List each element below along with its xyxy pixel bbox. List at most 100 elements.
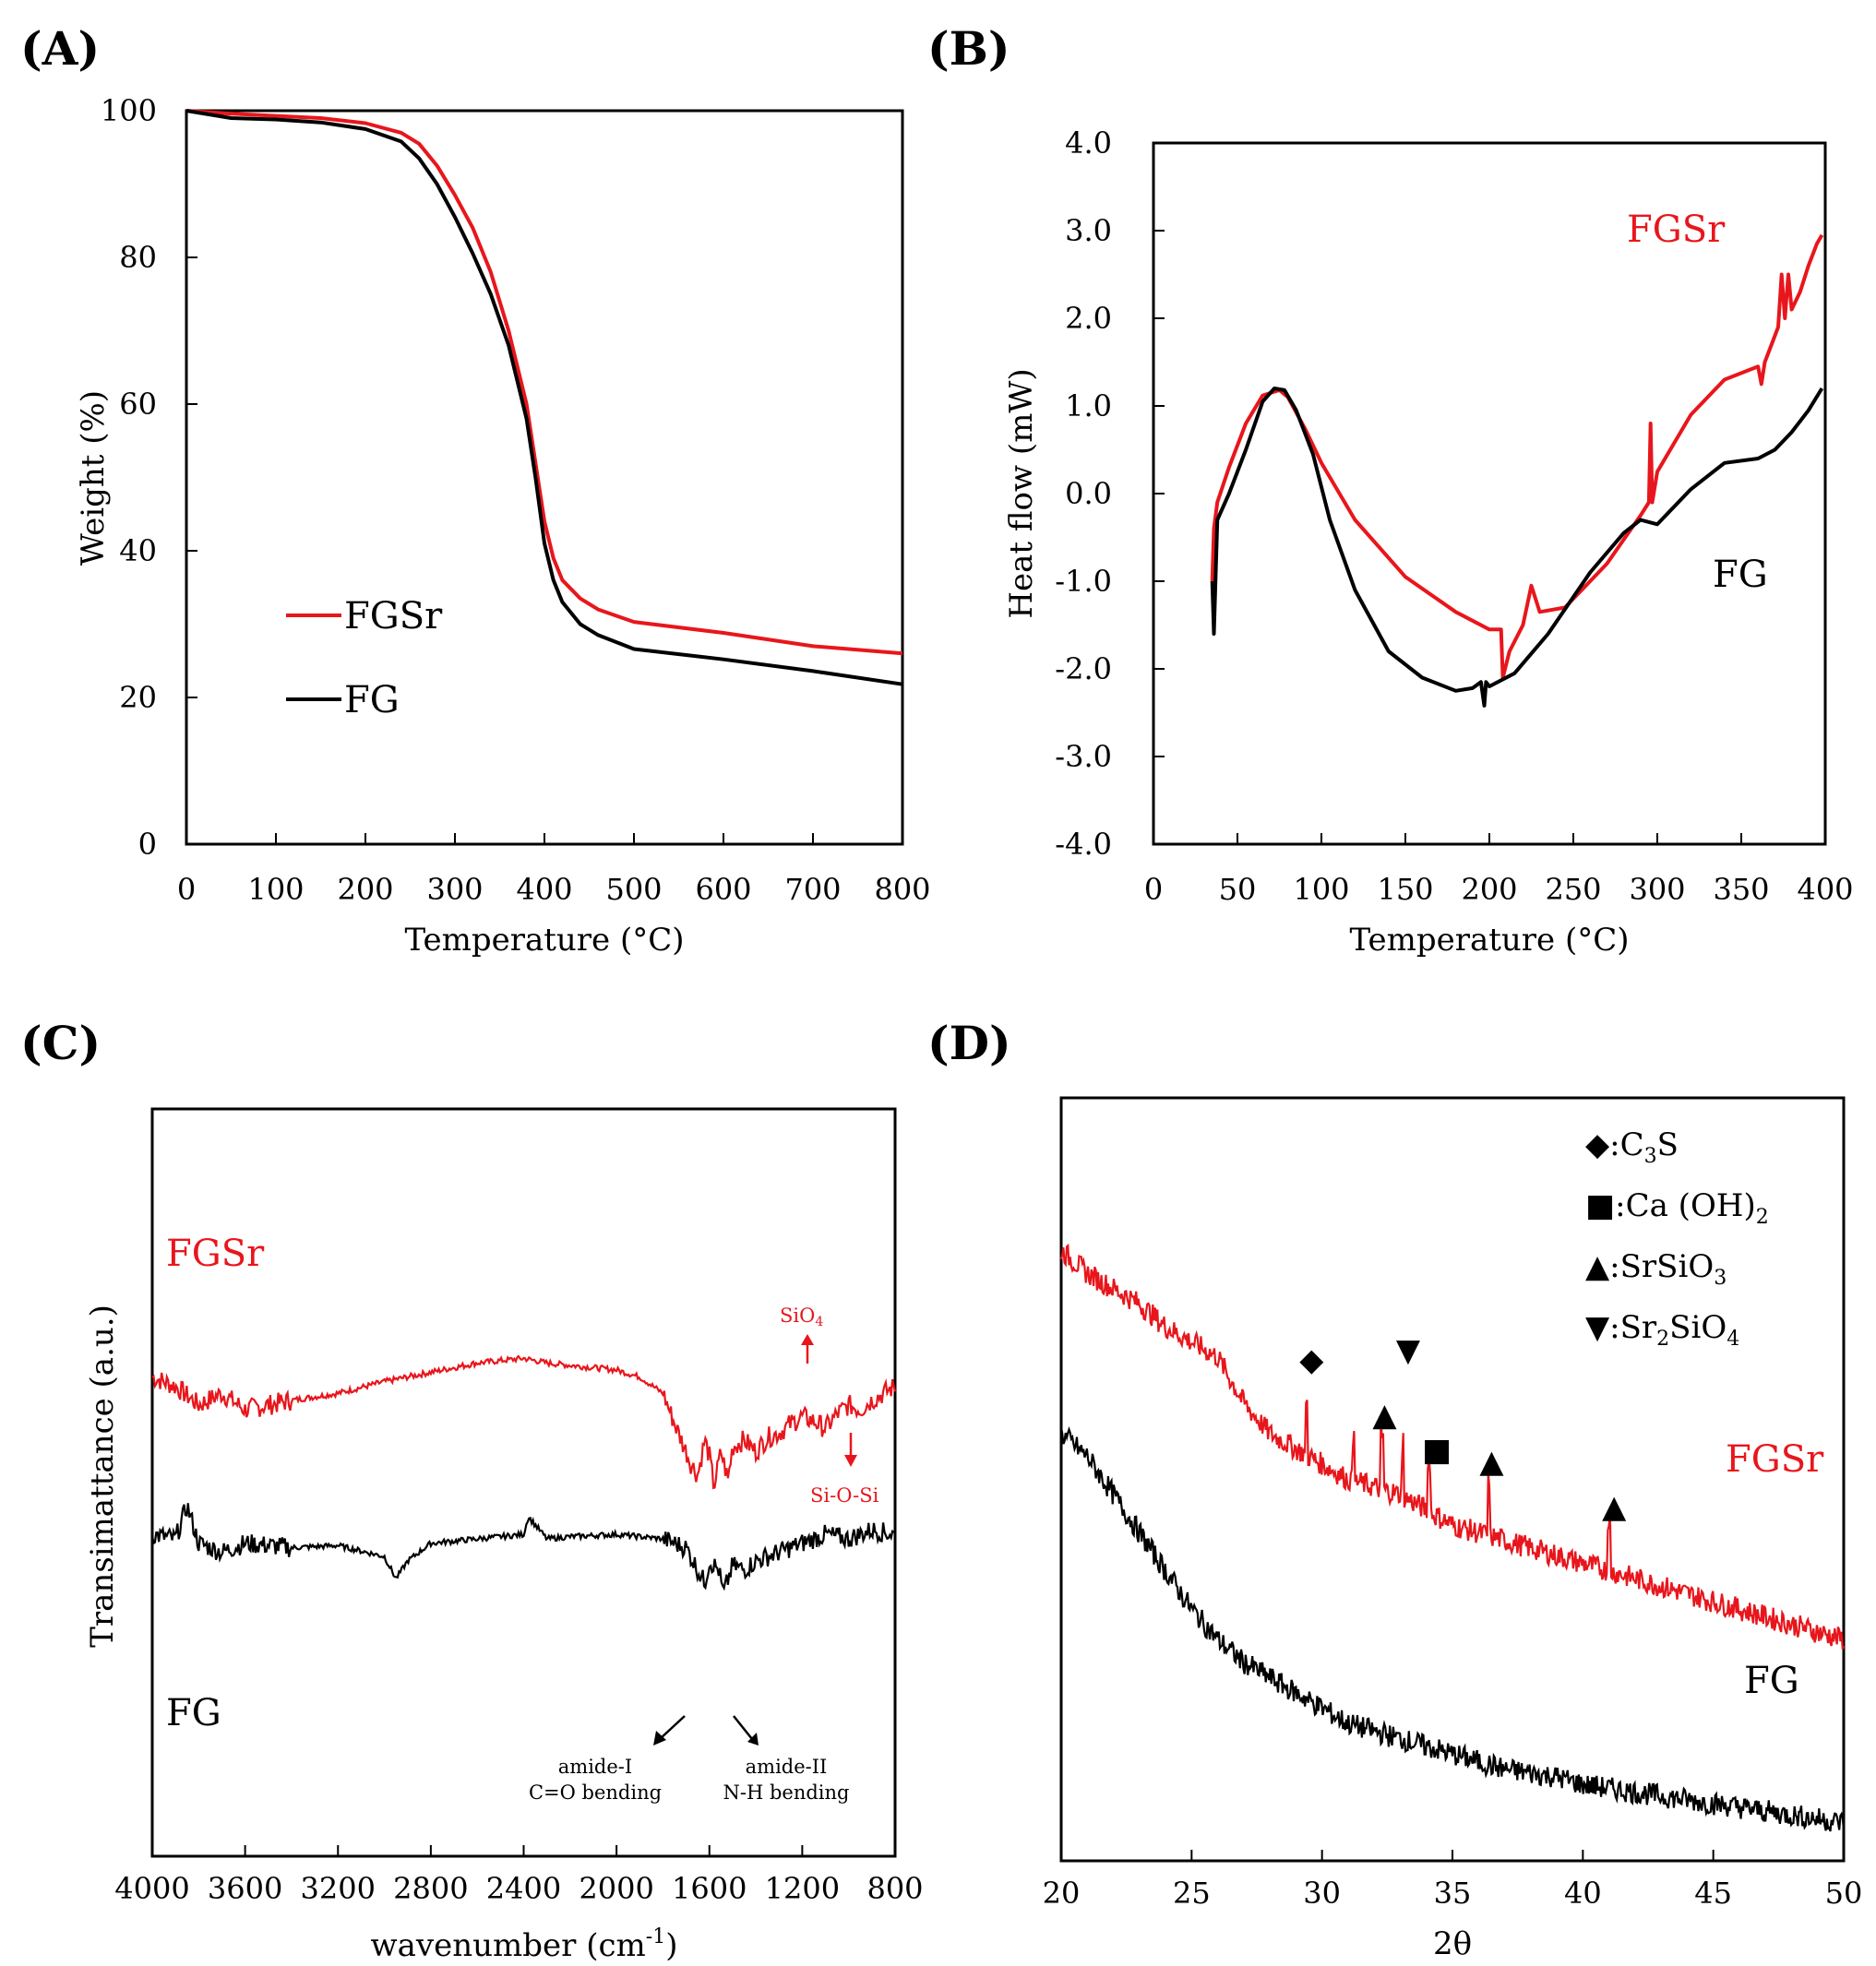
panel-d-marker-4: ▲ bbox=[1479, 1444, 1504, 1481]
panel-c-label: (C) bbox=[20, 1016, 101, 1070]
panel-c-amide1-line1: amide-I bbox=[558, 1756, 632, 1778]
panel-c-amide1-arrowhead bbox=[653, 1731, 666, 1746]
panel-b-x-ticks: 0 50 100 150 200 250 300 350 400 bbox=[1144, 833, 1854, 907]
panel-a-y-tick-2: 40 bbox=[119, 533, 157, 568]
panel-a-y-tick-3: 60 bbox=[119, 387, 157, 422]
panel-c-amide2-arrowhead bbox=[747, 1733, 759, 1746]
panel-c-amide2-line2: N-H bending bbox=[723, 1781, 850, 1804]
panel-d-line-fg bbox=[1059, 1426, 1846, 1832]
panel-b-y-axis-title: Heat flow (mW) bbox=[1003, 368, 1040, 618]
panel-b-fg-label: FG bbox=[1713, 554, 1768, 596]
panel-b-line-fgsr bbox=[1210, 233, 1824, 680]
panel-b-x-tick-3: 150 bbox=[1377, 872, 1433, 907]
panel-a-legend-fg: FG bbox=[344, 679, 400, 721]
panel-c-siosi-arrowhead bbox=[844, 1455, 857, 1467]
panel-d-peak-markers: ◆ ▼ ▲ ■ ▲ ▲ bbox=[1299, 1332, 1627, 1525]
panel-b-line-fg bbox=[1210, 387, 1824, 708]
panel-a-x-tick-0: 0 bbox=[177, 872, 196, 907]
panel-d-marker-2: ▲ bbox=[1372, 1397, 1397, 1434]
legend-c3s: ◆:C3S bbox=[1585, 1126, 1679, 1168]
panel-b-x-tick-7: 350 bbox=[1713, 872, 1769, 907]
panel-d: (D) 20 25 30 35 40 45 50 2θ ◆ ▼ ▲ ■ ▲ ▲ FGSr FG ◆:C… bbox=[927, 1016, 1862, 1962]
panel-d-x-tick-0: 20 bbox=[1043, 1876, 1081, 1911]
panel-d-x-tick-4: 40 bbox=[1564, 1876, 1602, 1911]
panel-b-x-tick-2: 100 bbox=[1293, 872, 1349, 907]
panel-a-x-tick-7: 700 bbox=[784, 872, 841, 907]
panel-c-x-tick-3: 2800 bbox=[393, 1871, 468, 1906]
panel-b: (B) 0 50 100 150 200 250 300 350 400 4.0 3.0 2.0 1.… bbox=[927, 21, 1854, 959]
panel-a-series bbox=[185, 109, 903, 686]
panel-a-label: (A) bbox=[20, 21, 100, 76]
panel-b-x-tick-5: 250 bbox=[1545, 872, 1601, 907]
panel-a-line-fgsr bbox=[185, 109, 903, 656]
panel-c-siosi-annotation: Si-O-Si bbox=[810, 1484, 879, 1507]
panel-c-x-tick-0: 4000 bbox=[114, 1871, 189, 1906]
panel-c-sio4-annotation: SiO4 bbox=[780, 1305, 823, 1329]
panel-d-x-axis-title: 2θ bbox=[1433, 1925, 1472, 1962]
panel-d-line-fgsr bbox=[1059, 1243, 1846, 1650]
panel-d-x-tick-3: 35 bbox=[1434, 1876, 1472, 1911]
legend-caoh2: ■:Ca (OH)2 bbox=[1585, 1187, 1769, 1229]
panel-d-marker-5: ▲ bbox=[1602, 1488, 1627, 1525]
panel-c-series bbox=[150, 1354, 897, 1591]
panel-a-y-tick-4: 80 bbox=[119, 240, 157, 275]
panel-b-y-tick-2: 2.0 bbox=[1065, 301, 1112, 336]
panel-c: (C) 4000 3600 3200 2800 2400 2000 1600 1200 800 … bbox=[20, 1016, 924, 1964]
panel-d-marker-0: ◆ bbox=[1299, 1341, 1324, 1378]
panel-a-x-tick-2: 200 bbox=[337, 872, 393, 907]
panel-c-amide1-arrow bbox=[659, 1715, 686, 1740]
panel-a-x-tick-1: 100 bbox=[247, 872, 304, 907]
panel-b-x-tick-6: 300 bbox=[1629, 872, 1685, 907]
panel-d-x-tick-5: 45 bbox=[1694, 1876, 1732, 1911]
panel-c-amide1-line2: C=O bending bbox=[529, 1781, 662, 1804]
panel-c-frame bbox=[150, 1107, 897, 1858]
panel-d-x-tick-6: 50 bbox=[1825, 1876, 1863, 1911]
panel-d-fg-label: FG bbox=[1744, 1660, 1799, 1702]
panel-b-y-tick-8: -4.0 bbox=[1055, 827, 1112, 862]
panel-d-marker-3: ■ bbox=[1422, 1432, 1452, 1469]
panel-c-amide2-arrow bbox=[733, 1715, 753, 1740]
panel-b-y-tick-1: 3.0 bbox=[1065, 213, 1112, 248]
legend-sr2sio4: ▼:Sr2SiO4 bbox=[1585, 1309, 1739, 1351]
panel-b-y-tick-6: -2.0 bbox=[1055, 651, 1112, 686]
panel-c-x-tick-2: 3200 bbox=[301, 1871, 376, 1906]
panel-c-y-axis-title: Transimattance (a.u.) bbox=[84, 1305, 121, 1648]
panel-a-line-fg bbox=[185, 109, 903, 686]
panel-a-x-tick-3: 300 bbox=[426, 872, 483, 907]
panel-b-y-tick-0: 4.0 bbox=[1065, 125, 1112, 161]
panel-a-frame bbox=[185, 109, 904, 846]
panel-d-x-tick-2: 30 bbox=[1303, 1876, 1341, 1911]
panel-a-x-ticks: 0 100 200 300 400 500 600 700 800 bbox=[177, 833, 931, 907]
legend-srsio3: ▲:SrSiO3 bbox=[1585, 1248, 1727, 1290]
panel-a-y-tick-0: 0 bbox=[138, 827, 157, 862]
panel-a-y-ticks: 0 20 40 60 80 100 bbox=[101, 93, 197, 862]
panel-c-x-tick-1: 3600 bbox=[208, 1871, 282, 1906]
panel-c-x-tick-4: 2400 bbox=[486, 1871, 561, 1906]
panel-d-fgsr-label: FGSr bbox=[1726, 1438, 1824, 1481]
panel-b-y-tick-4: 0.0 bbox=[1065, 476, 1112, 511]
panel-c-x-axis-title: wavenumber (cm-1) bbox=[371, 1925, 678, 1964]
panel-a-x-tick-5: 500 bbox=[605, 872, 662, 907]
panel-b-x-axis-title: Temperature (°C) bbox=[1349, 922, 1629, 959]
panel-c-x-tick-6: 1600 bbox=[672, 1871, 747, 1906]
panel-d-x-ticks: 20 25 30 35 40 45 50 bbox=[1043, 1850, 1863, 1911]
panel-d-label: (D) bbox=[927, 1016, 1011, 1070]
panel-c-fgsr-label: FGSr bbox=[166, 1233, 265, 1275]
panel-a-x-tick-6: 600 bbox=[695, 872, 751, 907]
panel-b-fgsr-label: FGSr bbox=[1627, 209, 1726, 251]
panel-a-x-axis-title: Temperature (°C) bbox=[404, 922, 684, 959]
panel-b-label: (B) bbox=[927, 21, 1010, 76]
panel-c-amide2-line1: amide-II bbox=[746, 1756, 828, 1778]
panel-a-y-tick-5: 100 bbox=[101, 93, 157, 128]
panel-b-y-tick-5: -1.0 bbox=[1055, 564, 1112, 599]
panel-b-y-ticks: 4.0 3.0 2.0 1.0 0.0 -1.0 -2.0 -3.0 -4.0 bbox=[1055, 125, 1165, 862]
panel-a-x-tick-4: 400 bbox=[516, 872, 572, 907]
panel-c-line-fgsr bbox=[151, 1354, 897, 1490]
panel-a-legend-fgsr: FGSr bbox=[344, 595, 443, 637]
panel-c-x-ticks: 4000 3600 3200 2800 2400 2000 1600 1200 800 bbox=[114, 1845, 924, 1906]
panel-b-x-tick-1: 50 bbox=[1219, 872, 1257, 907]
panel-c-line-fg bbox=[150, 1503, 896, 1591]
panel-a-x-tick-8: 800 bbox=[874, 872, 930, 907]
panel-d-phase-legend: ◆:C3S ■:Ca (OH)2 ▲:SrSiO3 ▼:Sr2SiO4 bbox=[1585, 1126, 1769, 1351]
